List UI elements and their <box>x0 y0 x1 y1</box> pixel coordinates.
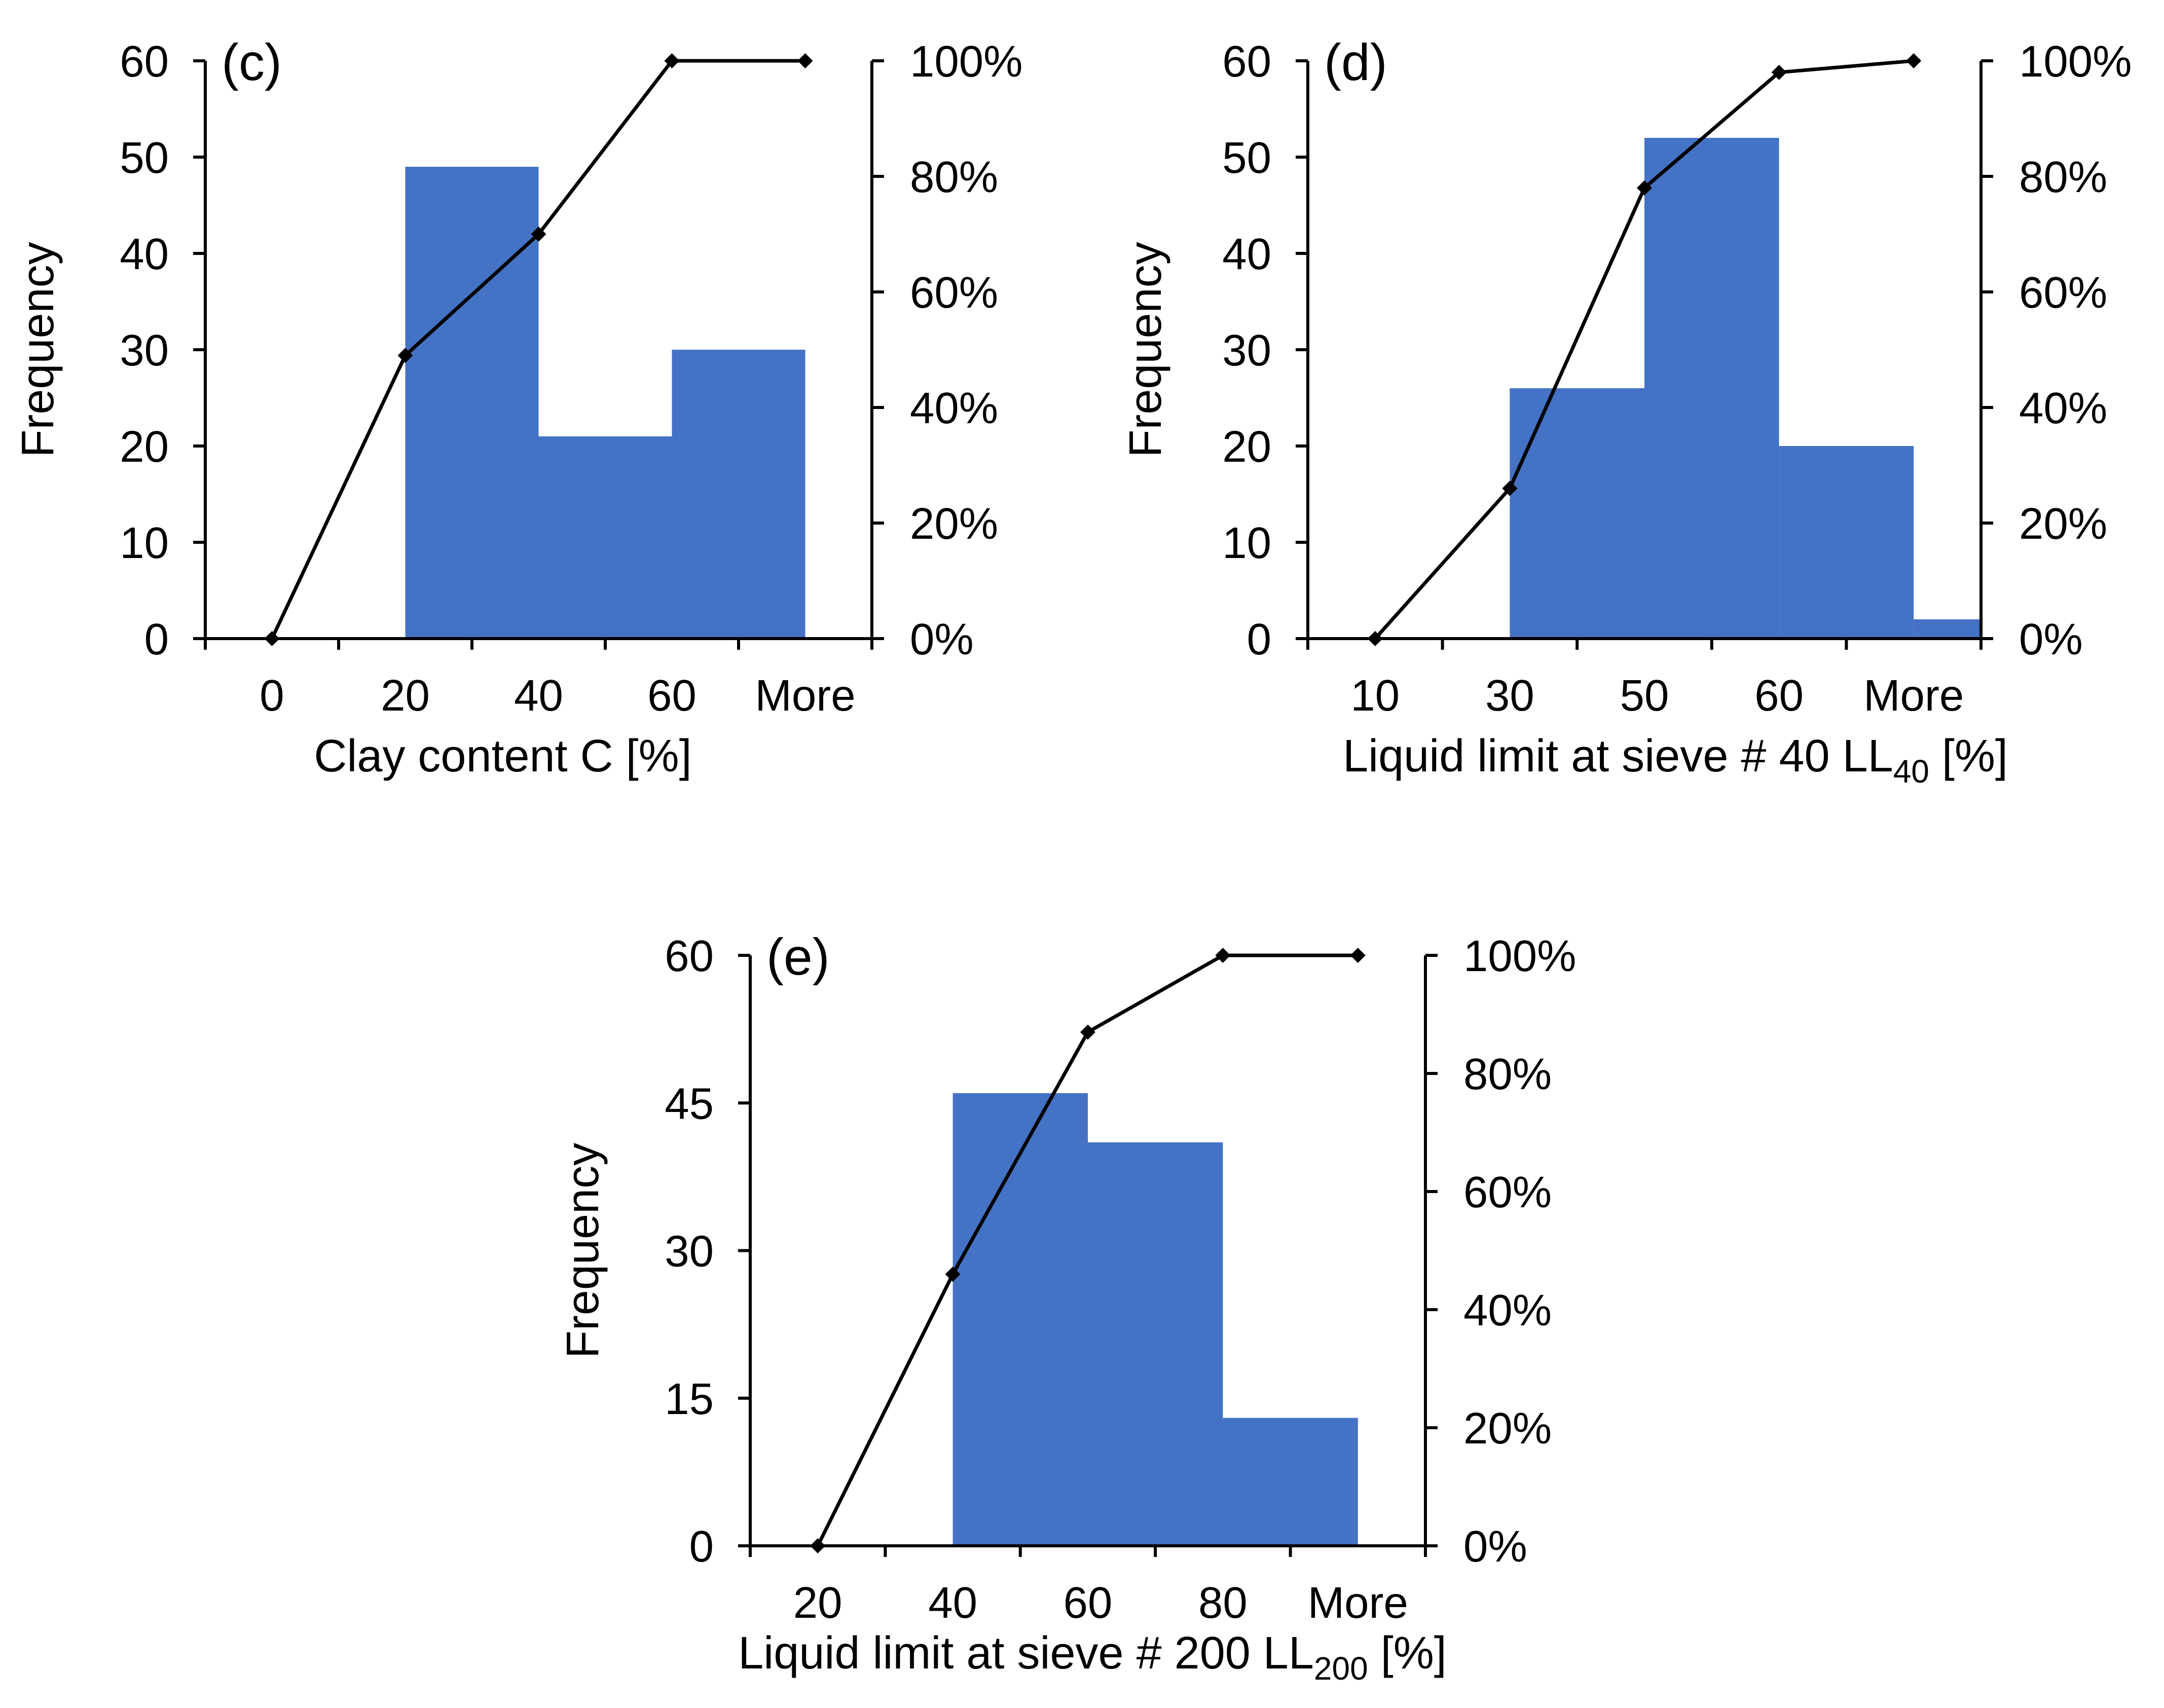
y-tick-label: 45 <box>665 1079 714 1128</box>
x-tick-label: 60 <box>1063 1578 1113 1627</box>
y2-tick-label: 40% <box>910 384 998 433</box>
y2-tick-label: 40% <box>2019 384 2107 433</box>
y-axis-title: Frequency <box>1120 242 1171 457</box>
cumulative-marker-More <box>1906 53 1922 68</box>
bar-80 <box>1223 1418 1358 1546</box>
y-tick-label: 0 <box>144 615 169 664</box>
x-tick-label: More <box>1863 671 1964 720</box>
cumulative-marker-10 <box>1367 631 1383 646</box>
x-tick-label: 0 <box>260 671 284 720</box>
bar-40 <box>538 436 672 639</box>
panel-label: (d) <box>1324 33 1387 91</box>
y-tick-label: 15 <box>665 1375 714 1424</box>
y-tick-label: 20 <box>1222 422 1271 471</box>
y-axis-title: Frequency <box>13 242 63 457</box>
x-axis-title: Liquid limit at sieve # 40 LL40 [%] <box>1343 731 2008 790</box>
y-tick-label: 50 <box>120 133 169 182</box>
bar-30 <box>1510 388 1644 639</box>
y2-tick-label: 100% <box>1463 932 1576 981</box>
x-axis-title-subscript: 200 <box>1314 1650 1368 1687</box>
y-tick-label: 0 <box>689 1522 714 1571</box>
cumulative-marker-More <box>1350 948 1366 963</box>
cumulative-marker-60 <box>1080 1024 1095 1040</box>
panel-label: (e) <box>766 928 830 986</box>
x-axis-title: Clay content C [%] <box>314 731 691 782</box>
y-tick-label: 10 <box>120 518 169 568</box>
y2-tick-label: 60% <box>1463 1168 1552 1217</box>
y-axis-title: Frequency <box>558 1143 608 1358</box>
y2-tick-label: 100% <box>2019 37 2132 86</box>
chart-panel-d: 0 10 20 30 40 50 60 0% 20% 40% 60% 80% 100% 10 30 50 60 M… <box>1120 33 2132 790</box>
y2-tick-label: 80% <box>1463 1050 1552 1099</box>
y-tick-label: 10 <box>1222 518 1271 568</box>
bar-40 <box>952 1093 1088 1546</box>
x-tick-label: More <box>1308 1578 1408 1627</box>
x-tick-label: 50 <box>1620 671 1669 720</box>
y-tick-label: 20 <box>120 422 169 471</box>
x-tick-label: 10 <box>1350 671 1400 720</box>
chart-panel-c: 0 10 20 30 40 50 60 0% 20% 40% 60% 80% 100% 0 20 40 60 Mo… <box>13 33 1023 782</box>
y-tick-label: 60 <box>120 37 169 86</box>
y2-tick-label: 60% <box>2019 268 2107 317</box>
x-axis-title-main: Clay content C [%] <box>314 731 691 782</box>
x-tick-label: 80 <box>1198 1578 1248 1627</box>
cumulative-marker-More <box>797 53 813 68</box>
x-tick-label: 60 <box>1754 671 1804 720</box>
y-tick-label: 60 <box>1222 37 1271 86</box>
bar-60 <box>1088 1142 1223 1546</box>
y2-tick-label: 100% <box>910 37 1023 86</box>
x-axis-title-main: Liquid limit at sieve # 200 LL <box>738 1628 1314 1679</box>
cumulative-marker-40 <box>945 1267 961 1282</box>
bar-60 <box>1779 446 1914 639</box>
cumulative-marker-50 <box>1637 180 1652 196</box>
y2-tick-label: 20% <box>1463 1404 1552 1453</box>
y2-tick-label: 0% <box>910 615 974 664</box>
cumulative-marker-80 <box>1215 948 1231 963</box>
y-tick-label: 60 <box>665 932 714 981</box>
bar-20 <box>405 167 539 639</box>
x-axis-title-tail: [%] <box>1929 731 2008 782</box>
x-tick-label: More <box>755 671 855 720</box>
cumulative-marker-60 <box>664 53 680 68</box>
cumulative-marker-40 <box>531 227 546 242</box>
bar-50 <box>1644 138 1779 639</box>
y-tick-label: 50 <box>1222 133 1271 182</box>
cumulative-marker-0 <box>264 631 280 646</box>
x-tick-label: 40 <box>514 671 563 720</box>
cumulative-marker-60 <box>1771 64 1787 80</box>
y2-tick-label: 0% <box>1463 1522 1527 1571</box>
x-axis-title: Liquid limit at sieve # 200 LL200 [%] <box>738 1628 1447 1687</box>
y-tick-label: 30 <box>1222 326 1271 375</box>
y-tick-label: 0 <box>1247 615 1271 664</box>
y2-tick-label: 20% <box>910 499 998 548</box>
panel-label: (c) <box>222 33 282 91</box>
y2-tick-label: 80% <box>910 153 998 202</box>
y2-tick-label: 80% <box>2019 153 2107 202</box>
y-tick-label: 40 <box>120 230 169 279</box>
cumulative-marker-30 <box>1502 480 1518 496</box>
x-tick-label: 20 <box>793 1578 842 1627</box>
y-tick-label: 30 <box>120 326 169 375</box>
y-tick-label: 40 <box>1222 230 1271 279</box>
y2-tick-label: 60% <box>910 268 998 317</box>
y-tick-label: 30 <box>665 1227 714 1276</box>
x-axis-title-tail: [%] <box>1368 1628 1447 1679</box>
x-axis-title-main: Liquid limit at sieve # 40 LL <box>1343 731 1893 782</box>
y2-tick-label: 40% <box>1463 1286 1552 1335</box>
bar-More <box>1914 619 1981 639</box>
bar-60 <box>672 350 805 639</box>
cumulative-marker-20 <box>810 1538 826 1553</box>
x-tick-label: 30 <box>1485 671 1534 720</box>
x-tick-label: 60 <box>647 671 696 720</box>
x-axis-title-subscript: 40 <box>1893 753 1929 790</box>
y2-tick-label: 0% <box>2019 615 2083 664</box>
x-tick-label: 40 <box>928 1578 977 1627</box>
cumulative-marker-20 <box>397 348 413 363</box>
x-tick-label: 20 <box>381 671 430 720</box>
chart-panel-e: 0 15 30 45 60 0% 20% 40% 60% 80% 100% 20 40 60 80 More (… <box>558 928 1576 1687</box>
y2-tick-label: 20% <box>2019 499 2107 548</box>
